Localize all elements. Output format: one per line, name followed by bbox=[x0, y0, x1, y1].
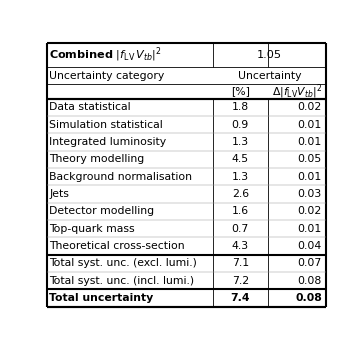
Text: Total syst. unc. (excl. lumi.): Total syst. unc. (excl. lumi.) bbox=[49, 258, 197, 268]
Text: Uncertainty category: Uncertainty category bbox=[49, 71, 165, 81]
Text: 0.08: 0.08 bbox=[295, 293, 322, 303]
Text: 7.1: 7.1 bbox=[232, 258, 249, 268]
Text: 7.2: 7.2 bbox=[232, 276, 249, 285]
Text: $\mathbf{Combined}\ |f_{\mathrm{LV}}\,V_{tb}|^2$: $\mathbf{Combined}\ |f_{\mathrm{LV}}\,V_… bbox=[49, 46, 162, 64]
Text: 1.6: 1.6 bbox=[232, 206, 249, 216]
Text: Top-quark mass: Top-quark mass bbox=[49, 224, 135, 234]
Text: 0.01: 0.01 bbox=[298, 172, 322, 182]
Text: 0.05: 0.05 bbox=[298, 154, 322, 164]
Text: Integrated luminosity: Integrated luminosity bbox=[49, 137, 166, 147]
Text: 7.4: 7.4 bbox=[230, 293, 250, 303]
Text: Simulation statistical: Simulation statistical bbox=[49, 120, 163, 129]
Text: 0.9: 0.9 bbox=[232, 120, 249, 129]
Text: 0.01: 0.01 bbox=[298, 224, 322, 234]
Text: Theoretical cross-section: Theoretical cross-section bbox=[49, 241, 185, 251]
Text: 4.5: 4.5 bbox=[232, 154, 249, 164]
Text: 2.6: 2.6 bbox=[232, 189, 249, 199]
Text: [%]: [%] bbox=[231, 86, 250, 96]
Text: $\Delta|f_{\mathrm{LV}}V_{tb}|^2$: $\Delta|f_{\mathrm{LV}}V_{tb}|^2$ bbox=[272, 82, 322, 100]
Text: 0.01: 0.01 bbox=[298, 120, 322, 129]
Text: Total syst. unc. (incl. lumi.): Total syst. unc. (incl. lumi.) bbox=[49, 276, 194, 285]
Text: Background normalisation: Background normalisation bbox=[49, 172, 192, 182]
Text: Uncertainty: Uncertainty bbox=[238, 71, 301, 81]
Text: Data statistical: Data statistical bbox=[49, 102, 131, 112]
Text: 0.07: 0.07 bbox=[298, 258, 322, 268]
Text: Detector modelling: Detector modelling bbox=[49, 206, 154, 216]
Text: 1.3: 1.3 bbox=[232, 172, 249, 182]
Text: 1.8: 1.8 bbox=[232, 102, 249, 112]
Text: 0.02: 0.02 bbox=[298, 206, 322, 216]
Text: 0.03: 0.03 bbox=[298, 189, 322, 199]
Text: 0.01: 0.01 bbox=[298, 137, 322, 147]
Text: 0.7: 0.7 bbox=[232, 224, 249, 234]
Text: 0.04: 0.04 bbox=[298, 241, 322, 251]
Text: Total uncertainty: Total uncertainty bbox=[49, 293, 153, 303]
Text: 4.3: 4.3 bbox=[232, 241, 249, 251]
Text: 0.02: 0.02 bbox=[298, 102, 322, 112]
Text: Jets: Jets bbox=[49, 189, 69, 199]
Text: 0.08: 0.08 bbox=[298, 276, 322, 285]
Text: Theory modelling: Theory modelling bbox=[49, 154, 145, 164]
Text: 1.05: 1.05 bbox=[257, 50, 282, 60]
Text: 1.3: 1.3 bbox=[232, 137, 249, 147]
